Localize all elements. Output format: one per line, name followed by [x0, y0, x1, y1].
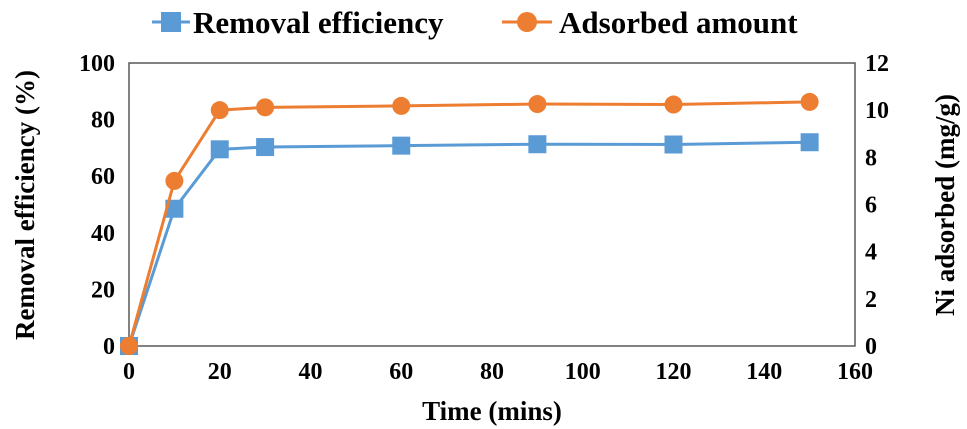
data-point-adsorbed-amount — [120, 337, 138, 355]
y2-axis-title: Ni adsorbed (mg/g) — [930, 94, 960, 316]
data-point-adsorbed-amount — [392, 96, 411, 115]
data-point-adsorbed-amount — [528, 95, 547, 114]
series-layer — [120, 92, 819, 355]
data-point-removal-efficiency — [392, 136, 411, 155]
data-point-removal-efficiency — [210, 140, 229, 159]
x-tick-label: 140 — [746, 359, 782, 385]
data-point-adsorbed-amount — [664, 95, 683, 114]
y2-tick-label: 8 — [865, 145, 877, 171]
legend-marker-circle — [517, 12, 537, 32]
series-line-adsorbed-amount — [127, 100, 810, 347]
x-tick-label: 60 — [389, 359, 413, 385]
y-tick-label: 100 — [79, 51, 115, 77]
legend: Removal efficiency Adsorbed amount — [152, 5, 798, 40]
y-tick-label: 0 — [103, 334, 115, 360]
y2-tick-label: 6 — [865, 193, 877, 219]
y-tick-label: 60 — [91, 164, 115, 190]
x-tick-label: 120 — [656, 359, 692, 385]
plot-area — [128, 62, 856, 347]
data-point-adsorbed-amount — [165, 171, 184, 190]
y-tick-label: 20 — [91, 277, 115, 303]
legend-entry-adsorbed-amount: Adsorbed amount — [502, 5, 798, 40]
y2-tick-label: 0 — [865, 334, 877, 360]
x-tick-label: 80 — [480, 359, 504, 385]
y-axis-left: 0 20 40 60 80 100 — [79, 51, 115, 360]
x-tick-label: 20 — [208, 359, 232, 385]
x-axis-title: Time (mins) — [422, 396, 562, 426]
y2-tick-label: 4 — [865, 240, 877, 266]
data-point-removal-efficiency — [528, 135, 547, 154]
legend-label-removal-efficiency: Removal efficiency — [193, 5, 444, 40]
x-tick-label: 100 — [565, 359, 601, 385]
data-point-adsorbed-amount — [256, 98, 275, 117]
x-tick-label: 40 — [299, 359, 323, 385]
series-line-removal-efficiency — [127, 140, 810, 347]
y2-tick-label: 2 — [865, 287, 877, 313]
x-tick-label: 160 — [837, 359, 873, 385]
legend-label-adsorbed-amount: Adsorbed amount — [559, 5, 798, 40]
data-point-removal-efficiency — [256, 138, 275, 157]
y2-tick-label: 12 — [865, 51, 889, 77]
legend-marker-square — [161, 12, 181, 32]
x-axis: 0 20 40 60 80 100 120 140 160 — [123, 359, 873, 385]
data-point-adsorbed-amount — [800, 92, 819, 111]
legend-entry-removal-efficiency: Removal efficiency — [152, 5, 444, 40]
data-point-removal-efficiency — [800, 133, 819, 152]
y-axis-title: Removal efficiency (%) — [10, 70, 40, 340]
y2-tick-label: 10 — [865, 98, 889, 124]
data-point-removal-efficiency — [165, 199, 184, 218]
y-axis-right: 0 2 4 6 8 10 12 — [865, 51, 889, 360]
y-tick-label: 80 — [91, 108, 115, 134]
y-tick-label: 40 — [91, 221, 115, 247]
data-point-adsorbed-amount — [210, 101, 229, 120]
data-point-removal-efficiency — [664, 135, 683, 154]
x-tick-label: 0 — [123, 359, 135, 385]
